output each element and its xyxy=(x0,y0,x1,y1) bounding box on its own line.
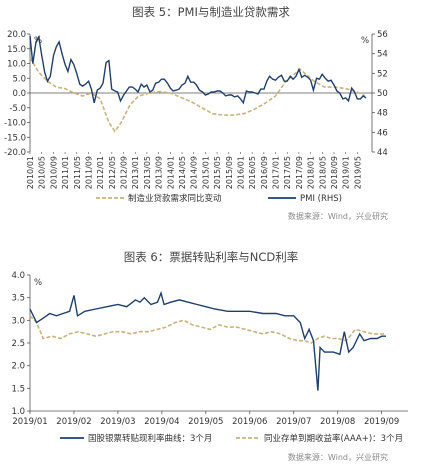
series-pmi-line xyxy=(29,34,367,105)
x-tick-label: 2014/05 xyxy=(178,156,187,189)
y-tick-label: 1.5 xyxy=(11,384,25,394)
x-tick-label: 2010/05 xyxy=(38,156,47,189)
left-tick-label: -20.0 xyxy=(4,148,26,158)
left-tick-label: 20.0 xyxy=(7,30,26,40)
y-tick-label: 4.0 xyxy=(11,271,25,281)
x-tick-label: 2015/01 xyxy=(201,156,210,189)
x-tick-label: 2015/09 xyxy=(225,156,234,189)
legend-label-bill-rediscount: 国股银票转贴现利率曲线：3个月 xyxy=(88,433,212,444)
chart-1-title: 图表 5：PMI与制造业贷款需求 xyxy=(132,5,290,19)
x-tick-label: 2013/09 xyxy=(155,156,164,189)
y-tick-label: 1.0 xyxy=(11,407,25,417)
x-tick-label: 2011/05 xyxy=(73,156,82,189)
left-tick-label: 5.0 xyxy=(12,74,26,84)
x-tick-label: 2019/01 xyxy=(12,417,47,427)
x-tick-label: 2019/04 xyxy=(144,417,179,427)
left-tick-label: -5.0 xyxy=(9,104,26,114)
chart-2-title: 图表 6：票据转贴利率与NCD利率 xyxy=(123,250,299,264)
right-unit-label: % xyxy=(361,36,369,46)
x-tick-label: 2010/01 xyxy=(26,156,35,189)
right-tick-label: 52 xyxy=(377,69,388,79)
left-tick-label: -10.0 xyxy=(4,119,26,129)
x-tick-label: 2013/01 xyxy=(131,156,140,189)
x-tick-label: 2012/09 xyxy=(120,156,129,189)
y-tick-label: 3.0 xyxy=(11,316,25,326)
x-tick-label: 2017/05 xyxy=(283,156,292,189)
x-tick-label: 2017/01 xyxy=(272,156,281,189)
x-tick-label: 2013/05 xyxy=(143,156,152,189)
x-tick-label: 2019/03 xyxy=(100,417,135,427)
right-tick-label: 46 xyxy=(377,128,388,138)
right-tick-label: 44 xyxy=(377,148,388,158)
chart-1-pmi-loan-demand: % % 20.0 15.0 10.0 5.0 0.0 -5.0 -10.0 -15.0 -20.0 5… xyxy=(4,30,388,204)
left-tick-label: 10.0 xyxy=(7,60,26,70)
left-tick-label: -15.0 xyxy=(4,133,26,143)
left-unit-label: % xyxy=(34,36,42,46)
legend-label-loan-demand: 制造业贷款需求同比变动 xyxy=(128,193,222,204)
x-tick-label: 2019/09 xyxy=(364,417,399,427)
left-tick-label: 0.0 xyxy=(12,89,26,99)
x-tick-label: 2019/06 xyxy=(232,417,267,427)
chart-2-source: 数据来源：Wind，兴业研究 xyxy=(287,453,388,462)
x-tick-label: 2011/01 xyxy=(61,156,70,189)
right-tick-label: 54 xyxy=(377,50,388,60)
y-unit-label: % xyxy=(34,278,42,288)
x-tick-label: 2019/07 xyxy=(276,417,311,427)
x-tick-label: 2019/05 xyxy=(353,156,362,189)
x-tick-label: 2011/09 xyxy=(84,156,93,189)
x-tick-label: 2012/01 xyxy=(96,156,105,189)
x-tick-label: 2012/05 xyxy=(108,156,117,189)
x-tick-label: 2016/05 xyxy=(248,156,257,189)
x-tick-label: 2018/05 xyxy=(318,156,327,189)
x-tick-label: 2014/01 xyxy=(166,156,175,189)
x-tick-label: 2015/05 xyxy=(213,156,222,189)
right-tick-label: 48 xyxy=(377,109,388,119)
series-loan-demand-line xyxy=(29,57,366,133)
x-tick-label: 2018/01 xyxy=(307,156,316,189)
x-tick-label: 2016/09 xyxy=(260,156,269,189)
series-ncd-yield-line xyxy=(29,315,386,344)
x-tick-label: 2019/08 xyxy=(320,417,355,427)
y-tick-label: 2.5 xyxy=(11,339,25,349)
legend-label-ncd-yield: 同业存单到期收益率(AAA+)：3个月 xyxy=(264,433,403,444)
y-tick-label: 2.0 xyxy=(11,362,25,372)
x-tick-label: 2010/09 xyxy=(49,156,58,189)
x-tick-label: 2019/05 xyxy=(188,417,223,427)
x-tick-label: 2016/01 xyxy=(236,156,245,189)
right-tick-label: 56 xyxy=(377,30,388,40)
x-tick-label: 2014/09 xyxy=(190,156,199,189)
series-bill-rediscount-line xyxy=(29,290,386,391)
x-tick-label: 2019/02 xyxy=(56,417,91,427)
legend-label-pmi: PMI (RHS) xyxy=(300,194,342,204)
x-tick-label: 2017/09 xyxy=(295,156,304,189)
right-tick-label: 50 xyxy=(377,89,388,99)
left-tick-label: 15.0 xyxy=(7,45,26,55)
chart-1-source: 数据来源：Wind，兴业研究 xyxy=(287,212,388,221)
y-tick-label: 3.5 xyxy=(11,294,25,304)
x-tick-label: 2019/01 xyxy=(342,156,351,189)
x-tick-label: 2018/09 xyxy=(330,156,339,189)
